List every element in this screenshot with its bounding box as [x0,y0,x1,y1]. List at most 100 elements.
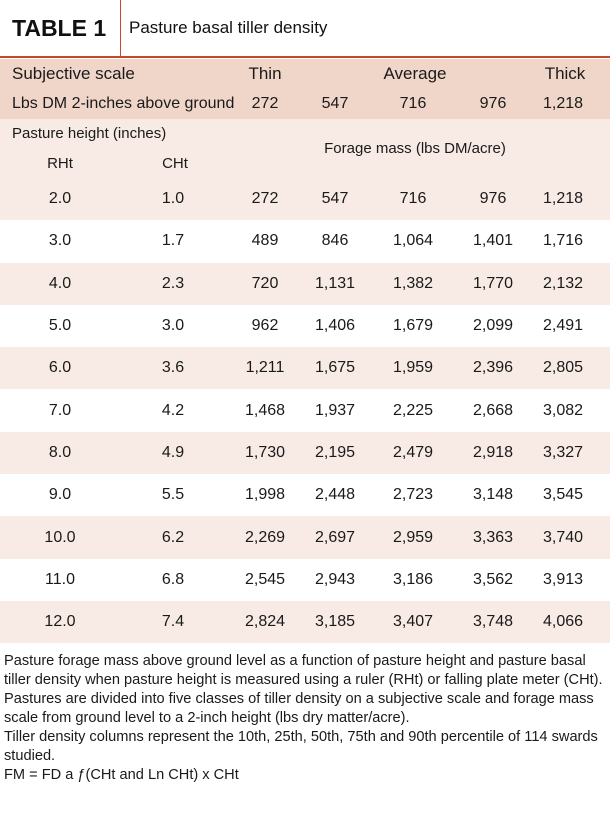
forage-mass-label: Forage mass (lbs DM/acre) [324,140,506,157]
table-cell: 4.2 [161,401,185,419]
table-cell: 2,396 [472,359,514,377]
table-notes: Pasture forage mass above ground level a… [4,652,606,785]
table-cell: 2.0 [48,190,72,208]
table-cell: 3,740 [542,528,584,546]
table-cell: 1,937 [314,401,356,419]
table-row: 10.0 6.2 2,269 2,697 2,959 3,363 3,740 [0,516,610,559]
thin-label: Thin [248,64,282,83]
rht-label: RHt [47,154,73,172]
subjective-scale-label: Subjective scale [12,64,135,83]
table-cell: 272 [251,190,279,208]
note-formula: FM = FD a ƒ(CHt and Ln CHt) x CHt [4,767,239,783]
header-row-lbs: Lbs DM 2-inches above ground 272 547 716… [0,89,610,119]
table-cell: 2,723 [392,486,434,504]
table-cell: 2,132 [542,274,584,292]
thick-label: Thick [544,64,586,83]
table-cell: 1,770 [472,274,514,292]
table-cell: 2,225 [392,401,434,419]
table-cell: 2,479 [392,443,434,461]
table-cell: 2,918 [472,443,514,461]
table-cell: 3,185 [314,613,356,631]
table-title-bar: TABLE 1 Pasture basal tiller density [0,0,610,58]
table-cell: 489 [251,232,279,250]
table-cell: 3.0 [48,232,72,250]
table-cell: 1,131 [314,274,356,292]
table-cell: 1,679 [392,317,434,335]
table-cell: 1.0 [161,190,185,208]
table-cell: 2.3 [161,274,185,292]
table-cell: 1,998 [244,486,286,504]
table-row: 7.0 4.2 1,468 1,937 2,225 2,668 3,082 [0,389,610,432]
header-row-subjective: Subjective scale Thin Average Thick [0,59,610,89]
table-row: 4.0 2.3 720 1,131 1,382 1,770 2,132 [0,262,610,305]
lbs-value: 547 [321,95,349,112]
average-label: Average [383,64,447,83]
table-row: 6.0 3.6 1,211 1,675 1,959 2,396 2,805 [0,347,610,390]
table-title: Pasture basal tiller density [129,18,328,37]
table-cell: 7.0 [48,401,72,419]
table-cell: 2,269 [244,528,286,546]
table-cell: 2,959 [392,528,434,546]
lbs-value: 716 [399,95,427,112]
lbs-label: Lbs DM 2-inches above ground [12,95,235,112]
table-cell: 1,730 [244,443,286,461]
table-cell: 1,211 [245,359,285,377]
table-cell: 720 [251,274,279,292]
table-cell: 1,675 [314,359,356,377]
table-cell: 4.9 [161,443,185,461]
table-row: 9.0 5.5 1,998 2,448 2,723 3,148 3,545 [0,474,610,517]
lbs-value: 976 [479,95,507,112]
table-cell: 3.6 [161,359,185,377]
table-cell: 2,545 [244,570,286,588]
table-cell: 3,186 [392,570,434,588]
table-cell: 716 [399,190,427,208]
table-cell: 2,805 [542,359,584,377]
table-cell: 3,545 [542,486,584,504]
table-cell: 1,959 [392,359,434,377]
table-cell: 1,716 [542,232,584,250]
table-cell: 4,066 [542,613,584,631]
table-cell: 11.0 [45,570,75,588]
lbs-value: 272 [251,95,279,112]
table-cell: 2,195 [314,443,356,461]
table-cell: 2,668 [472,401,514,419]
table-cell: 6.2 [161,528,185,546]
table-row: 3.0 1.7 489 846 1,064 1,401 1,716 [0,220,610,263]
table-cell: 12.0 [44,613,76,631]
table-cell: 3.0 [161,317,185,335]
cht-label: CHt [162,154,188,172]
table-cell: 547 [321,190,349,208]
table-cell: 4.0 [48,274,72,292]
header-row-height: Pasture height (inches) RHt CHt Forage m… [0,119,610,178]
table-cell: 976 [479,190,507,208]
table-cell: 2,824 [244,613,286,631]
table-cell: 3,913 [542,570,584,588]
table-cell: 1,064 [392,232,434,250]
table-cell: 8.0 [48,443,72,461]
table-cell: 1.7 [161,232,185,250]
table-cell: 3,327 [542,443,584,461]
table-cell: 3,407 [392,613,434,631]
table-cell: 1,406 [314,317,356,335]
table-cell: 10.0 [44,528,76,546]
table-cell: 1,382 [392,274,434,292]
table-cell: 962 [251,317,279,335]
note-description: Pasture forage mass above ground level a… [4,653,603,726]
table-cell: 1,401 [472,232,514,250]
table-row: 11.0 6.8 2,545 2,943 3,186 3,562 3,913 [0,558,610,601]
table-cell: 3,082 [542,401,584,419]
pasture-height-label: Pasture height (inches) [12,125,167,142]
table-row: 2.0 1.0 272 547 716 976 1,218 [0,178,610,221]
table-cell: 7.4 [161,613,185,631]
table-row: 5.0 3.0 962 1,406 1,679 2,099 2,491 [0,304,610,348]
table-row: 12.0 7.4 2,824 3,185 3,407 3,748 4,066 [0,601,610,644]
table-cell: 5.5 [161,486,185,504]
note-percentile: Tiller density columns represent the 10t… [4,729,598,764]
table-number: TABLE 1 [0,0,121,57]
table-cell: 3,148 [472,486,514,504]
table-cell: 1,468 [244,401,286,419]
table-cell: 2,448 [314,486,356,504]
table-cell: 3,748 [472,613,514,631]
table-cell: 2,491 [542,317,584,335]
table-cell: 3,363 [472,528,514,546]
